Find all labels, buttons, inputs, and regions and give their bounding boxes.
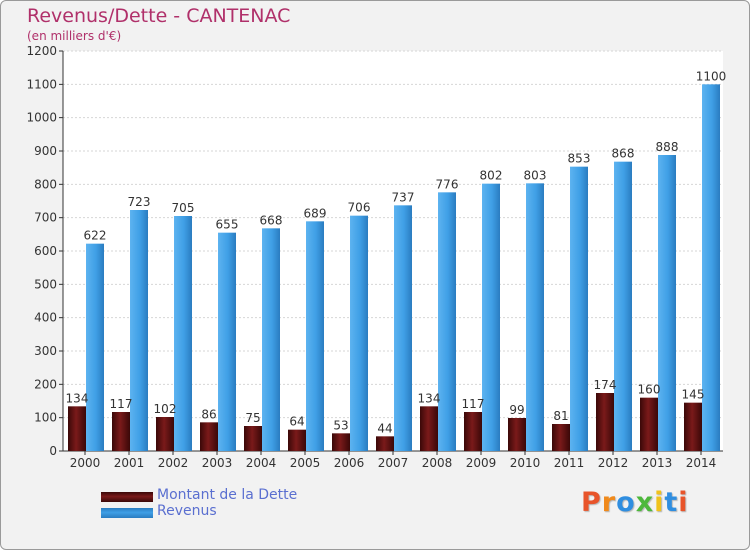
data-label-revenus: 888 (656, 140, 679, 154)
data-label-revenus: 706 (348, 201, 371, 215)
bar-dette (112, 412, 130, 451)
bar-dette (68, 406, 86, 451)
bar-revenus (702, 84, 720, 451)
bar-dette (464, 412, 482, 451)
x-tick-label: 2005 (290, 456, 321, 470)
y-tick-label: 200 (34, 377, 57, 391)
data-label-revenus: 655 (216, 218, 239, 232)
bar-dette (684, 402, 702, 451)
x-tick-label: 2012 (598, 456, 629, 470)
bar-revenus (262, 228, 280, 451)
bar-dette (332, 433, 350, 451)
x-tick-label: 2011 (554, 456, 585, 470)
y-tick-label: 0 (49, 444, 57, 458)
x-tick-label: 2004 (246, 456, 277, 470)
data-label-revenus: 853 (568, 152, 591, 166)
chart-title: Revenus/Dette - CANTENAC (27, 5, 291, 27)
x-tick-label: 2000 (70, 456, 101, 470)
x-tick-label: 2010 (510, 456, 541, 470)
bar-dette (156, 417, 174, 451)
data-label-revenus: 723 (128, 195, 151, 209)
y-tick-label: 700 (34, 211, 57, 225)
legend-label-dette: Montant de la Dette (157, 487, 298, 503)
data-label-dette: 44 (377, 421, 392, 435)
data-label-revenus: 802 (480, 169, 503, 183)
data-label-revenus: 868 (612, 147, 635, 161)
y-tick-label: 1200 (26, 44, 57, 58)
y-tick-label: 300 (34, 344, 57, 358)
x-tick-label: 2007 (378, 456, 409, 470)
bar-revenus (174, 216, 192, 451)
bar-revenus (482, 183, 500, 451)
data-label-dette: 102 (154, 402, 177, 416)
data-label-dette: 117 (462, 397, 485, 411)
bar-revenus (614, 161, 632, 451)
x-tick-label: 2013 (642, 456, 673, 470)
x-tick-label: 2009 (466, 456, 497, 470)
x-tick-label: 2008 (422, 456, 453, 470)
data-label-dette: 99 (509, 403, 524, 417)
bar-revenus (570, 166, 588, 451)
y-tick-label: 800 (34, 177, 57, 191)
bar-revenus (306, 221, 324, 451)
bar-dette (508, 418, 526, 451)
data-label-revenus: 705 (172, 201, 195, 215)
bar-revenus (350, 215, 368, 451)
legend-swatch-dette (101, 492, 153, 502)
data-label-dette: 174 (594, 378, 617, 392)
x-tick-label: 2014 (686, 456, 717, 470)
bar-revenus (526, 183, 544, 452)
data-label-dette: 81 (553, 409, 568, 423)
data-label-dette: 75 (245, 411, 260, 425)
bar-revenus (438, 192, 456, 452)
y-tick-label: 400 (34, 311, 57, 325)
chart-subtitle: (en milliers d'€) (27, 29, 122, 43)
bar-dette (376, 436, 394, 451)
data-label-revenus: 737 (392, 190, 415, 204)
x-tick-label: 2002 (158, 456, 189, 470)
bar-dette (640, 397, 658, 451)
y-tick-label: 500 (34, 277, 57, 291)
data-label-dette: 64 (289, 415, 304, 429)
data-label-dette: 145 (682, 388, 705, 402)
legend-swatch-revenus (101, 508, 153, 518)
bar-revenus (86, 243, 104, 451)
data-label-dette: 117 (110, 397, 133, 411)
data-label-dette: 134 (418, 391, 441, 405)
bar-dette (552, 424, 570, 451)
bar-revenus (218, 232, 236, 451)
data-label-revenus: 668 (260, 213, 283, 227)
y-tick-label: 600 (34, 244, 57, 258)
bar-revenus (658, 155, 676, 451)
data-label-revenus: 1100 (696, 69, 727, 83)
x-tick-label: 2001 (114, 456, 145, 470)
data-label-dette: 134 (66, 391, 89, 405)
data-label-revenus: 689 (304, 206, 327, 220)
bar-dette (200, 422, 218, 451)
y-tick-label: 1100 (26, 77, 57, 91)
x-tick-label: 2003 (202, 456, 233, 470)
data-label-revenus: 622 (84, 229, 107, 243)
bar-dette (288, 429, 306, 451)
bar-revenus (130, 210, 148, 451)
data-label-dette: 160 (638, 383, 661, 397)
data-label-dette: 53 (333, 418, 348, 432)
y-tick-label: 900 (34, 144, 57, 158)
data-label-dette: 86 (201, 407, 216, 421)
bar-dette (244, 426, 262, 451)
y-tick-label: 100 (34, 411, 57, 425)
bar-dette (420, 406, 438, 451)
proxiti-logo: Proxiti (581, 487, 689, 518)
bar-revenus (394, 205, 412, 451)
x-tick-label: 2006 (334, 456, 365, 470)
legend-label-revenus: Revenus (157, 503, 217, 519)
data-label-revenus: 803 (524, 168, 547, 182)
y-tick-label: 1000 (26, 111, 57, 125)
data-label-revenus: 776 (436, 177, 459, 191)
bar-dette (596, 393, 614, 451)
